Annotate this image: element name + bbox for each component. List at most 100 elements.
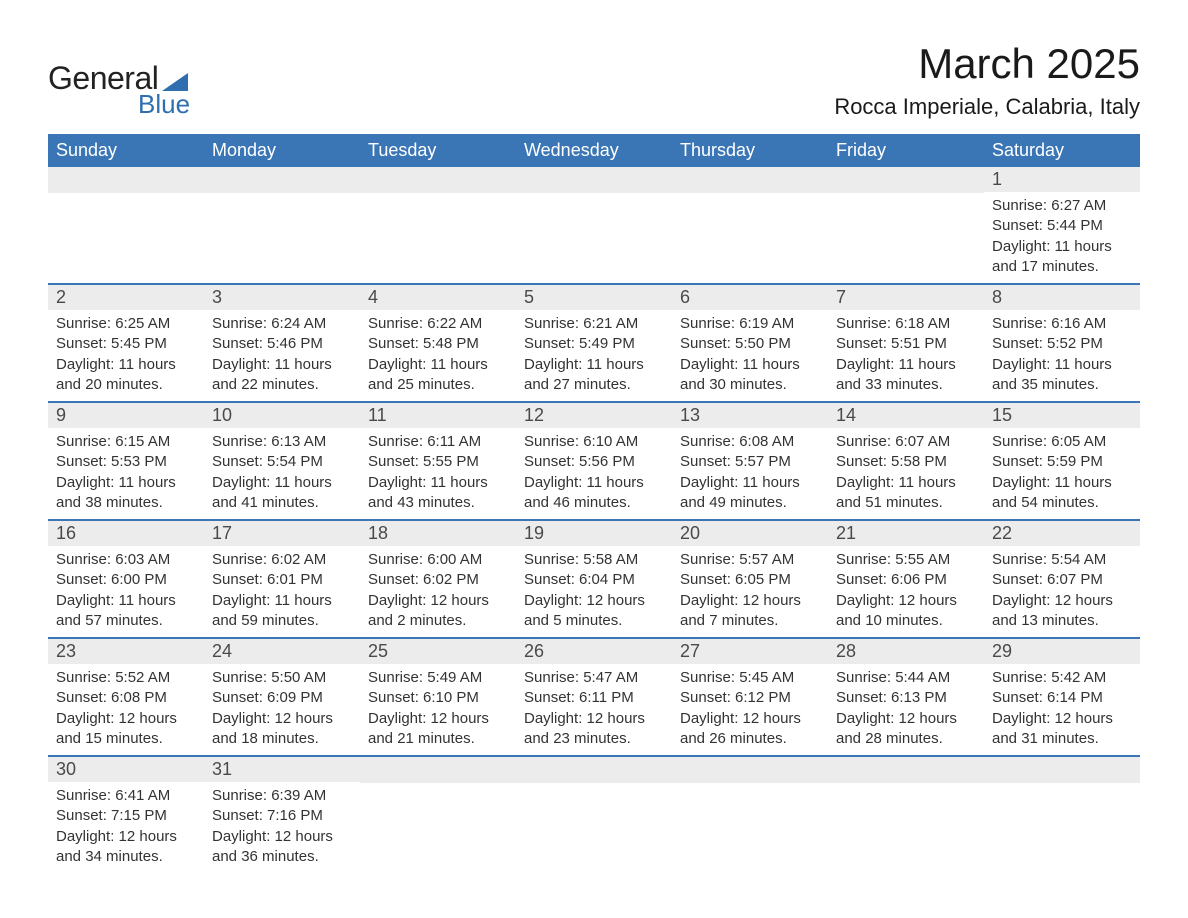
day-body: Sunrise: 5:55 AMSunset: 6:06 PMDaylight:… <box>828 546 984 637</box>
day-number: 27 <box>672 639 828 664</box>
day-number: 25 <box>360 639 516 664</box>
day-cell: 22Sunrise: 5:54 AMSunset: 6:07 PMDayligh… <box>984 521 1140 637</box>
day-sunrise: Sunrise: 6:16 AM <box>992 314 1132 334</box>
dow-cell: Friday <box>828 134 984 167</box>
day-day2: and 26 minutes. <box>680 729 820 749</box>
day-body: Sunrise: 6:27 AMSunset: 5:44 PMDaylight:… <box>984 192 1140 283</box>
day-sunrise: Sunrise: 6:19 AM <box>680 314 820 334</box>
day-body: Sunrise: 5:44 AMSunset: 6:13 PMDaylight:… <box>828 664 984 755</box>
day-sunset: Sunset: 7:16 PM <box>212 806 352 826</box>
day-cell: 1Sunrise: 6:27 AMSunset: 5:44 PMDaylight… <box>984 167 1140 283</box>
day-day2: and 35 minutes. <box>992 375 1132 395</box>
day-body: Sunrise: 5:52 AMSunset: 6:08 PMDaylight:… <box>48 664 204 755</box>
day-sunset: Sunset: 5:55 PM <box>368 452 508 472</box>
day-sunset: Sunset: 5:54 PM <box>212 452 352 472</box>
day-day2: and 27 minutes. <box>524 375 664 395</box>
day-day1: Daylight: 11 hours <box>680 355 820 375</box>
day-day2: and 13 minutes. <box>992 611 1132 631</box>
day-cell: 28Sunrise: 5:44 AMSunset: 6:13 PMDayligh… <box>828 639 984 755</box>
day-day1: Daylight: 11 hours <box>992 237 1132 257</box>
day-day1: Daylight: 11 hours <box>56 591 196 611</box>
day-day2: and 49 minutes. <box>680 493 820 513</box>
day-number: 1 <box>984 167 1140 192</box>
day-number: 6 <box>672 285 828 310</box>
dow-cell: Thursday <box>672 134 828 167</box>
day-sunset: Sunset: 7:15 PM <box>56 806 196 826</box>
day-sunset: Sunset: 6:00 PM <box>56 570 196 590</box>
day-sunset: Sunset: 5:53 PM <box>56 452 196 472</box>
day-body: Sunrise: 5:42 AMSunset: 6:14 PMDaylight:… <box>984 664 1140 755</box>
day-sunset: Sunset: 5:44 PM <box>992 216 1132 236</box>
day-day2: and 46 minutes. <box>524 493 664 513</box>
day-of-week-row: SundayMondayTuesdayWednesdayThursdayFrid… <box>48 134 1140 167</box>
day-number: 14 <box>828 403 984 428</box>
day-day2: and 43 minutes. <box>368 493 508 513</box>
day-sunrise: Sunrise: 5:49 AM <box>368 668 508 688</box>
day-day2: and 7 minutes. <box>680 611 820 631</box>
month-title: March 2025 <box>834 40 1140 88</box>
day-cell: 13Sunrise: 6:08 AMSunset: 5:57 PMDayligh… <box>672 403 828 519</box>
day-number: 15 <box>984 403 1140 428</box>
day-number-empty <box>516 757 672 783</box>
day-sunrise: Sunrise: 6:15 AM <box>56 432 196 452</box>
day-day1: Daylight: 12 hours <box>368 709 508 729</box>
day-sunset: Sunset: 5:58 PM <box>836 452 976 472</box>
day-day2: and 31 minutes. <box>992 729 1132 749</box>
day-body: Sunrise: 6:25 AMSunset: 5:45 PMDaylight:… <box>48 310 204 401</box>
day-sunrise: Sunrise: 6:03 AM <box>56 550 196 570</box>
day-sunset: Sunset: 5:46 PM <box>212 334 352 354</box>
day-day2: and 41 minutes. <box>212 493 352 513</box>
day-day2: and 28 minutes. <box>836 729 976 749</box>
day-sunset: Sunset: 6:12 PM <box>680 688 820 708</box>
day-sunrise: Sunrise: 6:07 AM <box>836 432 976 452</box>
day-number: 11 <box>360 403 516 428</box>
day-number: 8 <box>984 285 1140 310</box>
day-number: 13 <box>672 403 828 428</box>
day-day1: Daylight: 11 hours <box>992 473 1132 493</box>
day-day2: and 20 minutes. <box>56 375 196 395</box>
day-day1: Daylight: 11 hours <box>836 355 976 375</box>
day-day2: and 15 minutes. <box>56 729 196 749</box>
day-cell <box>516 167 672 283</box>
day-day2: and 34 minutes. <box>56 847 196 867</box>
day-number-empty <box>828 757 984 783</box>
day-sunrise: Sunrise: 5:57 AM <box>680 550 820 570</box>
day-sunset: Sunset: 5:56 PM <box>524 452 664 472</box>
day-sunset: Sunset: 6:08 PM <box>56 688 196 708</box>
day-day1: Daylight: 11 hours <box>524 473 664 493</box>
day-body: Sunrise: 6:02 AMSunset: 6:01 PMDaylight:… <box>204 546 360 637</box>
day-day1: Daylight: 11 hours <box>836 473 976 493</box>
day-body: Sunrise: 5:57 AMSunset: 6:05 PMDaylight:… <box>672 546 828 637</box>
day-sunset: Sunset: 6:06 PM <box>836 570 976 590</box>
day-sunrise: Sunrise: 5:58 AM <box>524 550 664 570</box>
day-cell: 6 Sunrise: 6:19 AMSunset: 5:50 PMDaylight… <box>672 285 828 401</box>
day-sunset: Sunset: 6:11 PM <box>524 688 664 708</box>
day-day1: Daylight: 11 hours <box>56 355 196 375</box>
day-number: 5 <box>516 285 672 310</box>
day-sunset: Sunset: 5:50 PM <box>680 334 820 354</box>
week-row: 1Sunrise: 6:27 AMSunset: 5:44 PMDaylight… <box>48 167 1140 283</box>
day-sunrise: Sunrise: 6:21 AM <box>524 314 664 334</box>
day-number-empty <box>672 757 828 783</box>
day-number: 18 <box>360 521 516 546</box>
day-sunrise: Sunrise: 5:42 AM <box>992 668 1132 688</box>
week-row: 2Sunrise: 6:25 AMSunset: 5:45 PMDaylight… <box>48 283 1140 401</box>
location: Rocca Imperiale, Calabria, Italy <box>834 94 1140 120</box>
day-number-empty <box>516 167 672 193</box>
header: General Blue March 2025 Rocca Imperiale,… <box>48 40 1140 120</box>
day-body: Sunrise: 6:10 AMSunset: 5:56 PMDaylight:… <box>516 428 672 519</box>
day-cell <box>672 167 828 283</box>
day-body: Sunrise: 6:16 AMSunset: 5:52 PMDaylight:… <box>984 310 1140 401</box>
title-block: March 2025 Rocca Imperiale, Calabria, It… <box>834 40 1140 120</box>
day-sunrise: Sunrise: 6:10 AM <box>524 432 664 452</box>
day-cell: 7Sunrise: 6:18 AMSunset: 5:51 PMDaylight… <box>828 285 984 401</box>
day-sunrise: Sunrise: 6:18 AM <box>836 314 976 334</box>
day-number: 9 <box>48 403 204 428</box>
day-number-empty <box>48 167 204 193</box>
day-number: 22 <box>984 521 1140 546</box>
day-day1: Daylight: 12 hours <box>212 827 352 847</box>
day-body: Sunrise: 5:47 AMSunset: 6:11 PMDaylight:… <box>516 664 672 755</box>
day-cell: 31Sunrise: 6:39 AMSunset: 7:16 PMDayligh… <box>204 757 360 873</box>
day-sunrise: Sunrise: 5:54 AM <box>992 550 1132 570</box>
day-cell: 12Sunrise: 6:10 AMSunset: 5:56 PMDayligh… <box>516 403 672 519</box>
